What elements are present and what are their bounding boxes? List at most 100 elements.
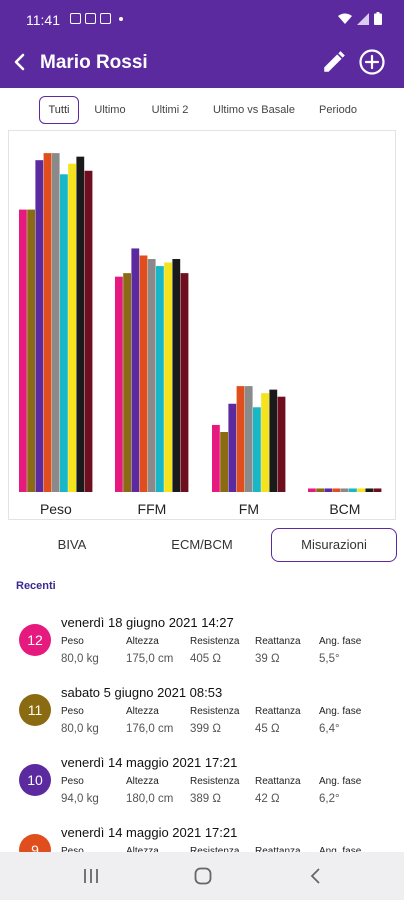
tab-periodo[interactable]: Periodo bbox=[319, 104, 357, 116]
bar-fm-7 bbox=[261, 393, 269, 492]
measurement-item[interactable]: 12 venerdì 18 giugno 2021 14:27 Peso Alt… bbox=[0, 606, 404, 676]
value-ang-fase: 6,2° bbox=[319, 793, 340, 805]
bar-peso-2 bbox=[27, 209, 35, 492]
app-bar: Mario Rossi bbox=[0, 40, 404, 88]
label-reattanza: Reattanza bbox=[255, 706, 301, 717]
label-resistenza: Resistenza bbox=[190, 846, 239, 857]
label-resistenza: Resistenza bbox=[190, 776, 240, 787]
signal-icon bbox=[357, 12, 369, 25]
label-resistenza: Resistenza bbox=[190, 706, 240, 717]
home-icon[interactable] bbox=[190, 864, 216, 888]
bar-bcm-9 bbox=[373, 488, 382, 492]
bar-peso-3 bbox=[35, 160, 44, 492]
bar-fm-1 bbox=[212, 424, 220, 492]
value-peso: 94,0 kg bbox=[61, 793, 99, 805]
label-ang-fase: Ang. fase bbox=[319, 846, 361, 857]
bar-fm-9 bbox=[277, 396, 286, 492]
label-altezza: Altezza bbox=[126, 636, 159, 647]
notification-icons bbox=[70, 13, 123, 24]
composition-bar-chart: Peso FFM FM BCM bbox=[8, 130, 396, 520]
more-notifications-dot-icon bbox=[119, 17, 123, 21]
measurement-number-badge: 11 bbox=[19, 694, 51, 726]
value-peso: 80,0 kg bbox=[61, 653, 99, 665]
teams-notification-icon bbox=[85, 13, 96, 24]
back-arrow-icon[interactable] bbox=[8, 50, 32, 74]
label-resistenza: Resistenza bbox=[190, 636, 240, 647]
value-reattanza: 45 Ω bbox=[255, 723, 280, 735]
bar-ffm-5 bbox=[147, 259, 156, 492]
tab-ultimo-vs-basale[interactable]: Ultimo vs Basale bbox=[213, 104, 295, 116]
edit-pencil-icon[interactable] bbox=[321, 49, 347, 75]
measurement-number-badge: 12 bbox=[19, 624, 51, 656]
bar-peso-5 bbox=[51, 153, 60, 492]
label-altezza: Altezza bbox=[126, 706, 159, 717]
wifi-icon bbox=[338, 13, 352, 24]
bar-peso-7 bbox=[68, 163, 76, 492]
value-reattanza: 39 Ω bbox=[255, 653, 280, 665]
bar-bcm-5 bbox=[340, 488, 349, 492]
status-bar: 11:41 bbox=[0, 0, 404, 40]
tab-ultimi-2[interactable]: Ultimi 2 bbox=[151, 104, 189, 116]
bar-ffm-4 bbox=[139, 255, 148, 492]
tab-ultimo[interactable]: Ultimo bbox=[94, 104, 126, 116]
label-reattanza: Reattanza bbox=[255, 846, 301, 857]
segment-ecm-bcm[interactable]: ECM/BCM bbox=[171, 537, 233, 552]
bar-peso-6 bbox=[60, 174, 68, 493]
x-tick-label: BCM bbox=[329, 501, 360, 517]
measurement-date: venerdì 18 giugno 2021 14:27 bbox=[61, 615, 234, 630]
page-title: Mario Rossi bbox=[40, 52, 148, 73]
bar-peso-4 bbox=[43, 153, 52, 492]
x-tick-label: FFM bbox=[138, 501, 167, 517]
label-peso: Peso bbox=[61, 776, 84, 787]
label-peso: Peso bbox=[61, 846, 84, 857]
back-nav-icon[interactable] bbox=[303, 864, 329, 888]
measurement-item[interactable]: 11 sabato 5 giugno 2021 08:53 Peso Altez… bbox=[0, 676, 404, 746]
bar-ffm-2 bbox=[123, 273, 131, 492]
chart-canvas: Peso FFM FM BCM bbox=[19, 153, 382, 517]
label-ang-fase: Ang. fase bbox=[319, 636, 362, 647]
period-tabs: Tutti Ultimo Ultimi 2 Ultimo vs Basale P… bbox=[0, 96, 404, 124]
label-altezza: Altezza bbox=[126, 776, 159, 787]
value-peso: 80,0 kg bbox=[61, 723, 99, 735]
bar-fm-6 bbox=[253, 407, 261, 492]
view-segments: BIVA ECM/BCM Misurazioni bbox=[0, 528, 404, 562]
segment-misurazioni[interactable]: Misurazioni bbox=[271, 528, 397, 562]
value-ang-fase: 6,4° bbox=[319, 723, 340, 735]
label-reattanza: Reattanza bbox=[255, 776, 301, 787]
value-altezza: 176,0 cm bbox=[126, 723, 174, 735]
label-peso: Peso bbox=[61, 636, 84, 647]
measurement-item[interactable]: 9 venerdì 14 maggio 2021 17:21 Peso Alte… bbox=[0, 816, 404, 886]
label-ang-fase: Ang. fase bbox=[319, 706, 362, 717]
bar-bcm-1 bbox=[308, 488, 316, 492]
label-reattanza: Reattanza bbox=[255, 636, 301, 647]
segment-biva[interactable]: BIVA bbox=[57, 537, 87, 552]
tab-tutti[interactable]: Tutti bbox=[39, 96, 79, 124]
gallery-notification-icon bbox=[70, 13, 81, 24]
bar-bcm-4 bbox=[332, 488, 341, 492]
measurement-number-badge: 10 bbox=[19, 764, 51, 796]
measurement-date: venerdì 14 maggio 2021 17:21 bbox=[61, 825, 238, 840]
value-reattanza: 42 Ω bbox=[255, 793, 280, 805]
bar-ffm-6 bbox=[156, 266, 164, 492]
label-altezza: Altezza bbox=[126, 846, 159, 857]
bar-fm-4 bbox=[236, 386, 245, 492]
system-navigation-bar bbox=[0, 852, 404, 900]
bar-peso-8 bbox=[76, 156, 85, 492]
bar-bcm-6 bbox=[349, 488, 357, 492]
bar-ffm-8 bbox=[172, 259, 181, 492]
x-tick-label: FM bbox=[239, 501, 259, 517]
bar-bcm-8 bbox=[365, 488, 374, 492]
value-ang-fase: 5,5° bbox=[319, 653, 340, 665]
measurement-item[interactable]: 10 venerdì 14 maggio 2021 17:21 Peso Alt… bbox=[0, 746, 404, 816]
bar-fm-5 bbox=[244, 386, 253, 492]
bar-fm-2 bbox=[220, 431, 228, 492]
value-altezza: 180,0 cm bbox=[126, 793, 174, 805]
value-altezza: 175,0 cm bbox=[126, 653, 174, 665]
bar-ffm-9 bbox=[180, 273, 189, 492]
x-tick-label: Peso bbox=[40, 501, 72, 517]
bar-bcm-3 bbox=[324, 488, 333, 492]
recent-apps-icon[interactable] bbox=[78, 864, 104, 888]
value-resistenza: 405 Ω bbox=[190, 653, 221, 665]
measurement-date: sabato 5 giugno 2021 08:53 bbox=[61, 685, 223, 700]
add-circle-icon[interactable] bbox=[358, 48, 386, 76]
